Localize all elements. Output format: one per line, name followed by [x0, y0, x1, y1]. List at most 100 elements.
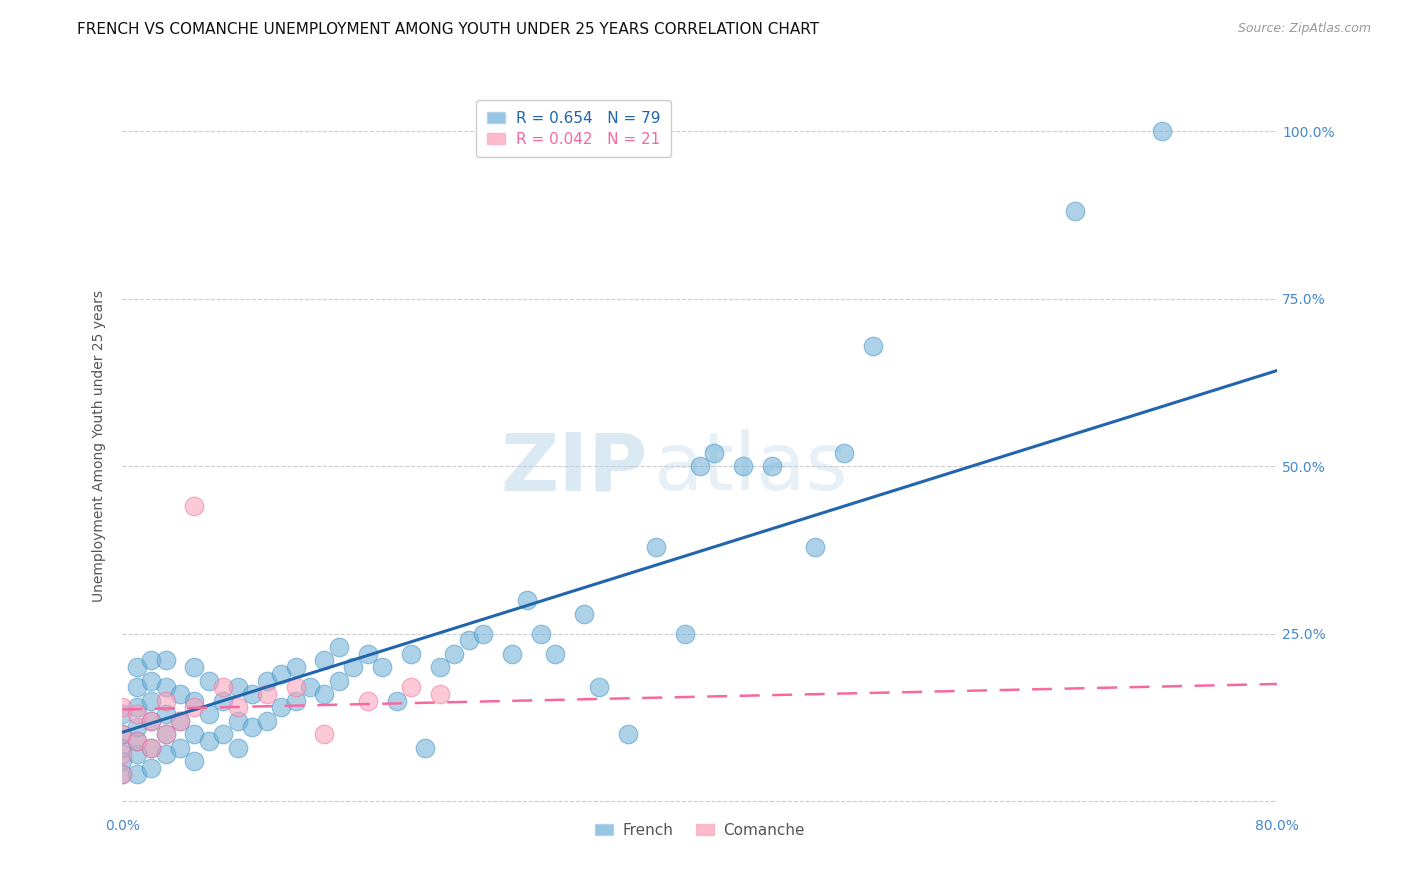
- Point: [183, 754, 205, 768]
- Point: [111, 767, 134, 781]
- Point: [198, 734, 221, 748]
- Point: [314, 727, 336, 741]
- Point: [141, 673, 163, 688]
- Point: [862, 338, 884, 352]
- Point: [472, 626, 495, 640]
- Point: [125, 734, 148, 748]
- Point: [284, 694, 307, 708]
- Point: [141, 694, 163, 708]
- Point: [125, 660, 148, 674]
- Point: [314, 687, 336, 701]
- Point: [256, 673, 278, 688]
- Point: [141, 740, 163, 755]
- Point: [270, 700, 292, 714]
- Point: [169, 714, 191, 728]
- Point: [111, 707, 134, 722]
- Point: [226, 681, 249, 695]
- Point: [155, 681, 177, 695]
- Point: [544, 647, 567, 661]
- Point: [256, 714, 278, 728]
- Point: [141, 714, 163, 728]
- Point: [169, 687, 191, 701]
- Point: [169, 714, 191, 728]
- Point: [183, 660, 205, 674]
- Point: [298, 681, 321, 695]
- Point: [284, 660, 307, 674]
- Point: [183, 694, 205, 708]
- Point: [141, 714, 163, 728]
- Point: [385, 694, 408, 708]
- Text: ZIP: ZIP: [501, 429, 648, 508]
- Point: [125, 734, 148, 748]
- Point: [804, 540, 827, 554]
- Point: [212, 694, 235, 708]
- Point: [212, 727, 235, 741]
- Point: [226, 700, 249, 714]
- Point: [183, 727, 205, 741]
- Point: [155, 747, 177, 762]
- Point: [183, 700, 205, 714]
- Point: [169, 740, 191, 755]
- Point: [111, 754, 134, 768]
- Point: [155, 727, 177, 741]
- Point: [141, 740, 163, 755]
- Point: [357, 694, 380, 708]
- Point: [155, 653, 177, 667]
- Point: [125, 700, 148, 714]
- Point: [314, 653, 336, 667]
- Point: [240, 721, 263, 735]
- Point: [501, 647, 523, 661]
- Point: [357, 647, 380, 661]
- Point: [111, 747, 134, 762]
- Point: [125, 767, 148, 781]
- Point: [616, 727, 638, 741]
- Point: [155, 707, 177, 722]
- Point: [125, 721, 148, 735]
- Point: [111, 767, 134, 781]
- Point: [415, 740, 437, 755]
- Point: [111, 740, 134, 755]
- Y-axis label: Unemployment Among Youth under 25 years: Unemployment Among Youth under 25 years: [93, 290, 107, 602]
- Point: [256, 687, 278, 701]
- Point: [270, 666, 292, 681]
- Point: [399, 681, 422, 695]
- Point: [226, 740, 249, 755]
- Point: [125, 747, 148, 762]
- Point: [1064, 204, 1087, 219]
- Point: [673, 626, 696, 640]
- Point: [284, 681, 307, 695]
- Point: [1150, 124, 1173, 138]
- Point: [198, 707, 221, 722]
- Point: [645, 540, 668, 554]
- Point: [443, 647, 465, 661]
- Point: [141, 653, 163, 667]
- Text: atlas: atlas: [654, 429, 848, 508]
- Point: [183, 500, 205, 514]
- Point: [125, 707, 148, 722]
- Text: FRENCH VS COMANCHE UNEMPLOYMENT AMONG YOUTH UNDER 25 YEARS CORRELATION CHART: FRENCH VS COMANCHE UNEMPLOYMENT AMONG YO…: [77, 22, 820, 37]
- Point: [155, 694, 177, 708]
- Point: [530, 626, 553, 640]
- Point: [111, 727, 134, 741]
- Point: [515, 593, 537, 607]
- Point: [141, 761, 163, 775]
- Point: [703, 446, 725, 460]
- Point: [328, 640, 350, 654]
- Point: [226, 714, 249, 728]
- Point: [429, 660, 451, 674]
- Point: [125, 681, 148, 695]
- Legend: French, Comanche: French, Comanche: [589, 816, 811, 844]
- Point: [198, 673, 221, 688]
- Point: [371, 660, 394, 674]
- Point: [342, 660, 364, 674]
- Point: [240, 687, 263, 701]
- Point: [111, 727, 134, 741]
- Text: Source: ZipAtlas.com: Source: ZipAtlas.com: [1237, 22, 1371, 36]
- Point: [832, 446, 855, 460]
- Point: [328, 673, 350, 688]
- Point: [155, 727, 177, 741]
- Point: [429, 687, 451, 701]
- Point: [399, 647, 422, 661]
- Point: [588, 681, 610, 695]
- Point: [689, 459, 711, 474]
